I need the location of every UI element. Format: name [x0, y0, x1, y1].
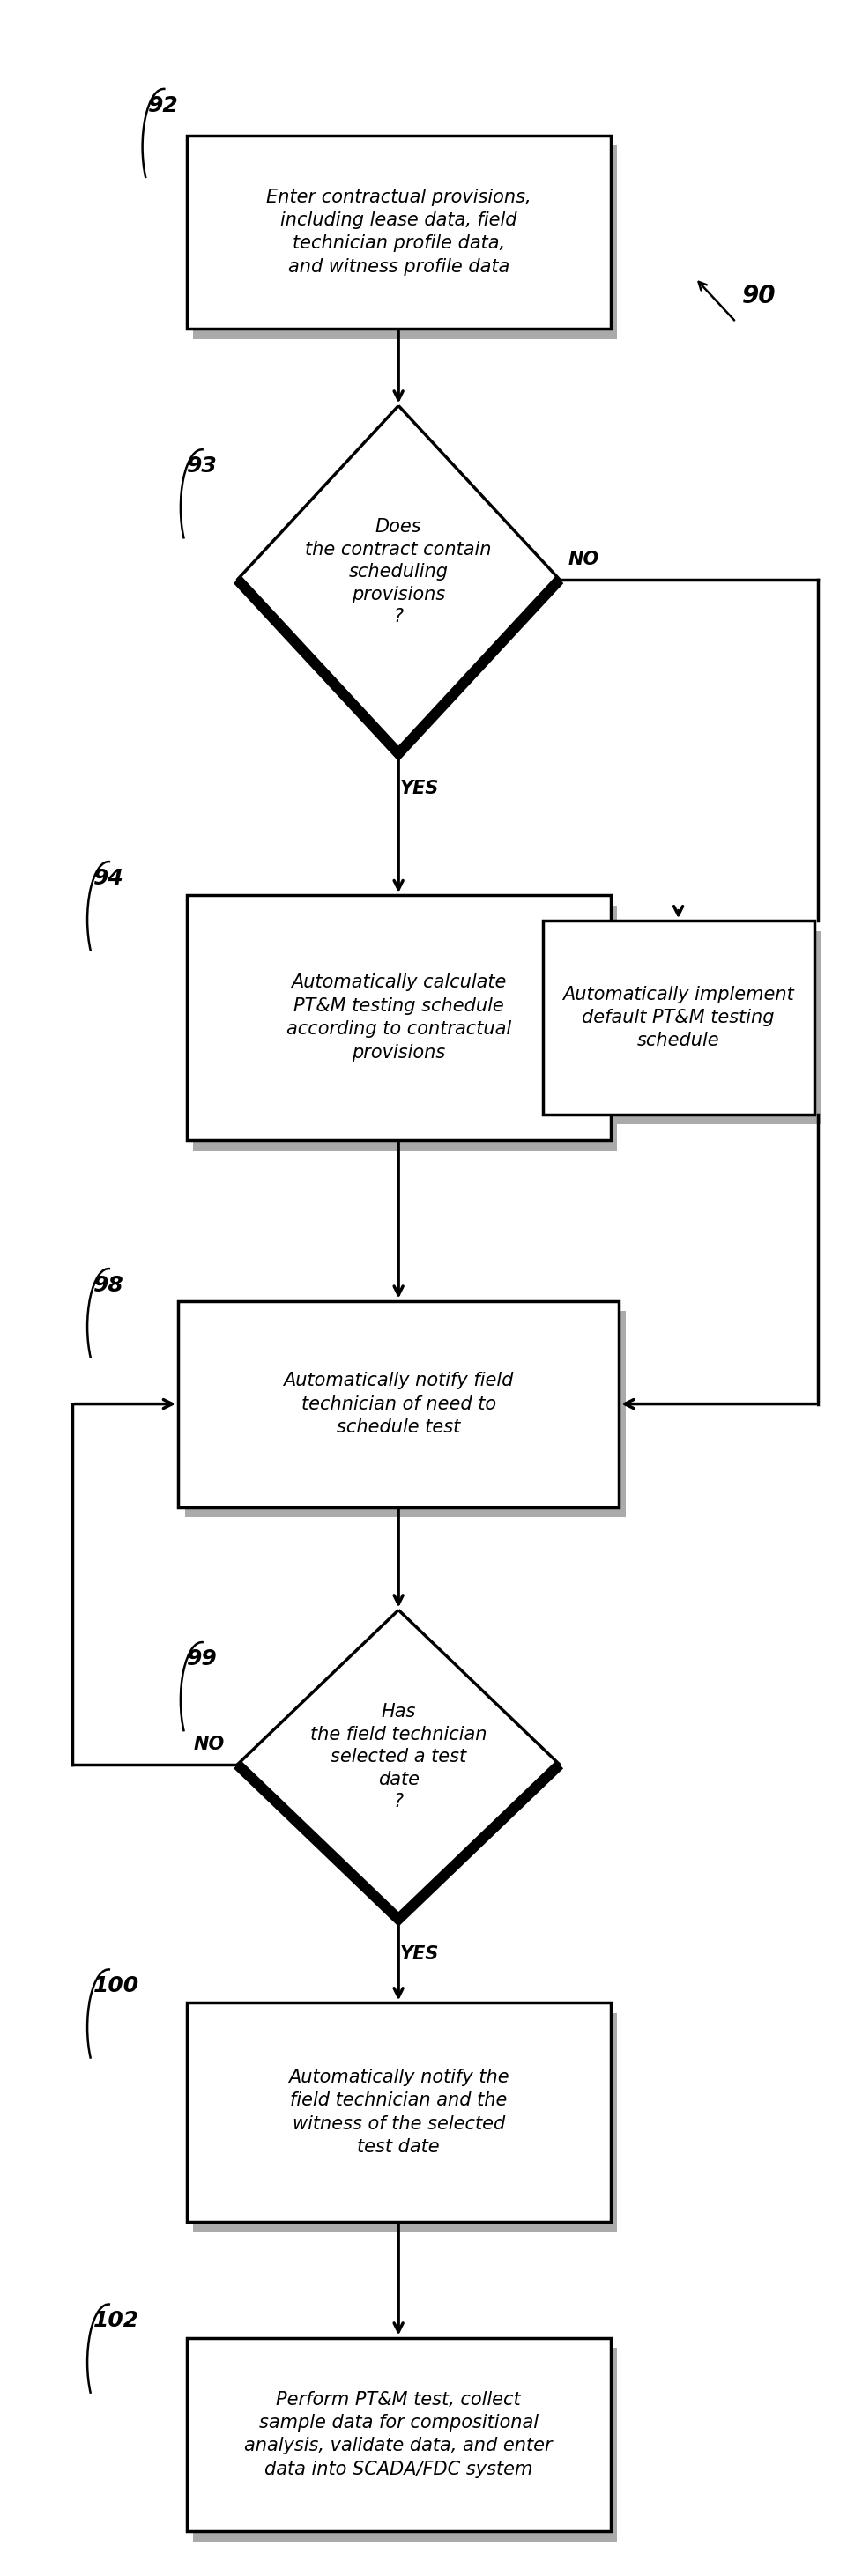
Text: 100: 100: [93, 1976, 139, 1996]
Text: Automatically implement
default PT&M testing
schedule: Automatically implement default PT&M tes…: [562, 987, 794, 1048]
Bar: [542, 920, 813, 1113]
Text: Enter contractual provisions,
including lease data, field
technician profile dat: Enter contractual provisions, including …: [266, 188, 530, 276]
Text: 92: 92: [148, 95, 179, 116]
Bar: [186, 2004, 610, 2221]
Text: Automatically notify the
field technician and the
witness of the selected
test d: Automatically notify the field technicia…: [288, 2069, 508, 2156]
Text: Perform PT&M test, collect
sample data for compositional
analysis, validate data: Perform PT&M test, collect sample data f…: [244, 2391, 552, 2478]
Text: 102: 102: [93, 2311, 139, 2331]
Text: YES: YES: [400, 778, 439, 796]
Text: 93: 93: [186, 456, 217, 477]
Text: 99: 99: [186, 1649, 217, 1669]
Text: 98: 98: [93, 1275, 124, 1296]
Text: YES: YES: [400, 1945, 439, 1963]
Bar: [193, 907, 617, 1149]
Text: Automatically notify field
technician of need to
schedule test: Automatically notify field technician of…: [283, 1373, 513, 1435]
Text: Does
the contract contain
scheduling
provisions
?: Does the contract contain scheduling pro…: [305, 518, 491, 626]
Text: NO: NO: [567, 551, 599, 567]
Text: Has
the field technician
selected a test
date
?: Has the field technician selected a test…: [310, 1703, 486, 1811]
Bar: [193, 2349, 617, 2540]
Text: 90: 90: [741, 283, 775, 309]
Bar: [185, 1311, 625, 1517]
Bar: [549, 933, 820, 1123]
Text: Automatically calculate
PT&M testing schedule
according to contractual
provision: Automatically calculate PT&M testing sch…: [285, 974, 511, 1061]
Bar: [186, 137, 610, 327]
Bar: [186, 896, 610, 1139]
Text: 94: 94: [93, 868, 124, 889]
Bar: [186, 2339, 610, 2530]
Bar: [193, 147, 617, 337]
Bar: [193, 2014, 617, 2231]
Bar: [178, 1301, 618, 1507]
Text: NO: NO: [193, 1736, 224, 1752]
